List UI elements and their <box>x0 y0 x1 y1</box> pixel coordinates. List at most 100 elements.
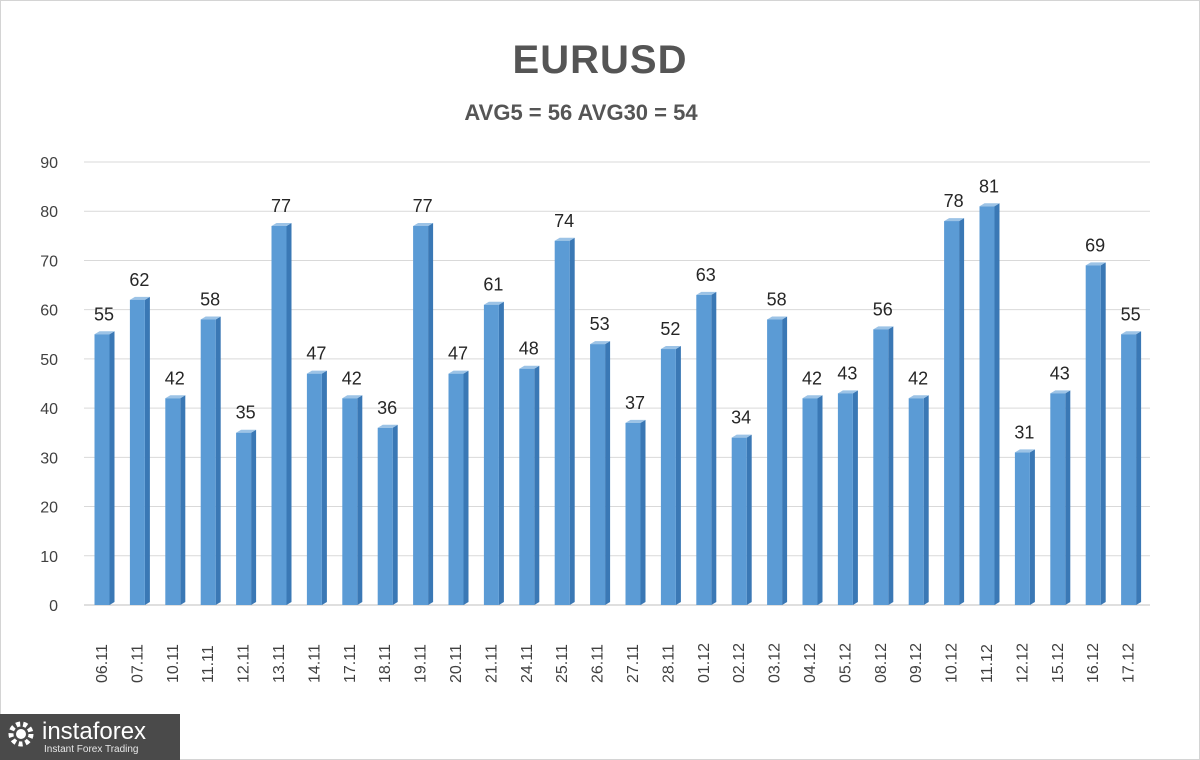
bar-side <box>888 326 894 605</box>
bar-top <box>873 326 894 330</box>
bar-top <box>236 429 257 433</box>
logo-tagline: Instant Forex Trading <box>44 744 139 755</box>
x-tick-label: 15.12 <box>1050 643 1067 683</box>
data-label: 43 <box>1050 363 1070 383</box>
bar-top <box>271 222 292 226</box>
bar <box>660 346 681 605</box>
data-label: 69 <box>1085 235 1105 255</box>
bar-front <box>342 398 358 605</box>
x-tick-label: 11.11 <box>200 645 217 683</box>
data-label: 42 <box>342 368 362 388</box>
bar-side <box>428 222 434 605</box>
bar <box>1050 390 1071 605</box>
bar-side <box>782 316 788 605</box>
data-label: 77 <box>271 196 291 216</box>
bar-top <box>944 218 965 222</box>
data-label: 42 <box>908 368 928 388</box>
y-tick-label: 10 <box>40 549 58 566</box>
bar-side <box>321 370 327 605</box>
data-label: 56 <box>873 299 893 319</box>
bar <box>873 326 894 605</box>
x-tick-label: 04.12 <box>802 643 819 683</box>
logo-name: instaforex <box>42 718 147 745</box>
bar <box>413 222 434 605</box>
bar-front <box>944 221 960 606</box>
bar-side <box>640 419 646 605</box>
y-tick-label: 50 <box>40 352 58 369</box>
x-tick-label: 02.12 <box>731 643 748 683</box>
y-tick-label: 30 <box>40 450 58 467</box>
bar-side <box>109 331 115 605</box>
y-axis-ticks: 0 10 20 30 40 50 60 70 80 90 <box>40 155 58 615</box>
data-label: 35 <box>236 403 256 423</box>
bar-side <box>569 237 575 605</box>
bar <box>483 301 504 605</box>
data-label: 53 <box>590 314 610 334</box>
x-tick-label: 03.12 <box>767 643 784 683</box>
bar-front <box>271 225 287 605</box>
bar-side <box>605 341 611 605</box>
bar <box>306 370 327 605</box>
bar-top <box>342 395 363 399</box>
bar-front <box>979 206 995 606</box>
bar-top <box>590 341 611 345</box>
data-label: 47 <box>448 344 468 364</box>
x-tick-label: 24.11 <box>519 644 536 683</box>
bar <box>271 222 292 605</box>
bar-top <box>306 370 327 374</box>
data-label: 58 <box>200 290 220 310</box>
bar-side <box>215 316 221 605</box>
data-label: 48 <box>519 339 539 359</box>
bar <box>200 316 221 605</box>
x-tick-label: 27.11 <box>625 644 642 683</box>
bar-side <box>711 291 717 605</box>
data-label: 42 <box>165 368 185 388</box>
bar-side <box>1100 262 1106 605</box>
bar-front <box>625 422 641 605</box>
data-label: 62 <box>129 270 149 290</box>
bar <box>94 331 115 605</box>
bar-top <box>377 424 398 428</box>
bar-side <box>534 365 540 605</box>
bar-front <box>377 427 393 605</box>
x-tick-label: 28.11 <box>660 644 677 683</box>
bar-top <box>1085 262 1106 266</box>
bar-front <box>696 294 712 605</box>
data-label: 36 <box>377 398 397 418</box>
bar-top <box>696 291 717 295</box>
bar-side <box>852 390 858 605</box>
bar-front <box>554 240 570 605</box>
bar <box>979 203 1000 606</box>
data-label: 55 <box>94 304 114 324</box>
x-tick-label: 17.12 <box>1121 643 1138 683</box>
bar <box>696 291 717 605</box>
x-tick-label: 25.11 <box>554 644 571 683</box>
bar <box>1121 331 1142 605</box>
bar <box>802 395 823 605</box>
data-label: 31 <box>1014 422 1034 442</box>
bar-top <box>802 395 823 399</box>
data-label: 55 <box>1121 304 1141 324</box>
bar-side <box>392 424 398 605</box>
bar-front <box>129 299 145 605</box>
data-label: 58 <box>767 290 787 310</box>
bar <box>1014 449 1035 605</box>
bar <box>377 424 398 605</box>
bar-front <box>908 398 924 605</box>
bar <box>590 341 611 605</box>
x-tick-label: 16.12 <box>1085 643 1102 683</box>
bar-top <box>625 419 646 423</box>
bar-top <box>448 370 469 374</box>
bar-front <box>1014 452 1030 605</box>
bar-top <box>1050 390 1071 394</box>
bar-side <box>1136 331 1142 605</box>
y-tick-label: 60 <box>40 303 58 320</box>
y-tick-label: 80 <box>40 204 58 221</box>
data-label: 77 <box>413 196 433 216</box>
bar-top <box>165 395 186 399</box>
x-tick-label: 18.11 <box>377 644 394 683</box>
bar-top <box>519 365 540 369</box>
x-tick-label: 10.12 <box>944 643 961 683</box>
bar-top <box>1014 449 1035 453</box>
bar-side <box>463 370 469 605</box>
